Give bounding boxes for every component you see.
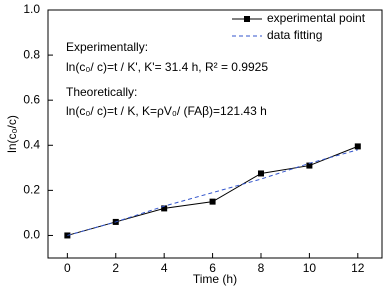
x-tick-label: 8 xyxy=(258,261,265,275)
y-tick-label: 0.6 xyxy=(23,92,40,106)
y-tick-label: 0.8 xyxy=(23,47,40,61)
annotation: Experimentally: xyxy=(66,40,148,54)
annotation: ln(c₀/ c)=t / K', K'= 31.4 h, R² = 0.992… xyxy=(66,60,268,74)
data-point xyxy=(209,198,216,205)
y-tick-label: 1.0 xyxy=(23,2,40,16)
legend-marker xyxy=(244,16,250,22)
x-axis-label: Time (h) xyxy=(193,272,237,286)
legend-label: experimental point xyxy=(267,11,366,25)
y-axis-label: ln(c₀/c) xyxy=(5,115,19,153)
annotation: Theoretically: xyxy=(66,85,137,99)
legend-label: data fitting xyxy=(267,28,322,42)
series-line xyxy=(67,149,358,236)
y-tick-label: 0.4 xyxy=(23,137,40,151)
data-point xyxy=(161,205,168,212)
annotation: ln(c₀/ c)=t / K, K=ρV₀/ (FAβ)=121.43 h xyxy=(66,104,267,118)
data-point xyxy=(306,162,313,169)
x-tick-label: 4 xyxy=(161,261,168,275)
plot-frame xyxy=(47,9,383,259)
x-tick-label: 2 xyxy=(112,261,119,275)
x-tick-label: 6 xyxy=(209,261,216,275)
x-tick-label: 10 xyxy=(303,261,317,275)
data-point xyxy=(354,143,361,150)
x-tick-label: 12 xyxy=(351,261,365,275)
x-tick-label: 0 xyxy=(64,261,71,275)
y-tick-label: 0.2 xyxy=(23,183,40,197)
series-line xyxy=(67,145,358,236)
y-tick-label: 0.0 xyxy=(23,228,40,242)
data-point xyxy=(257,170,264,177)
